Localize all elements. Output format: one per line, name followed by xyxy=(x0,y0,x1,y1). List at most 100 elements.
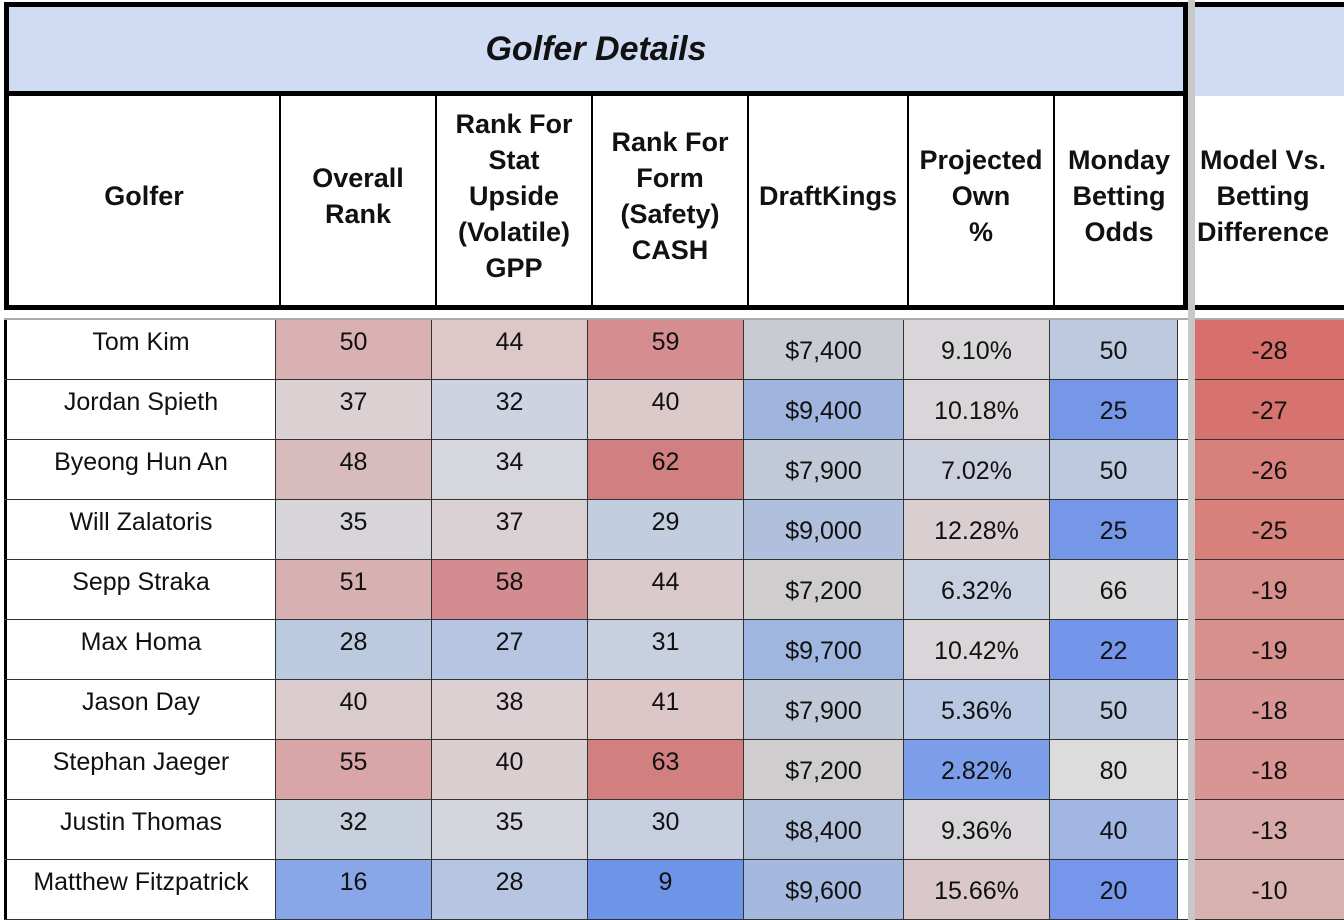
cell-draftkings[interactable]: $9,400 xyxy=(744,380,904,439)
table-row[interactable]: Tom Kim 50 44 59 $7,400 9.10% 50 xyxy=(4,320,1188,380)
cell-overall-rank[interactable]: 50 xyxy=(276,320,432,379)
cell-stat-upside[interactable]: 32 xyxy=(432,380,588,439)
cell-draftkings[interactable]: $8,400 xyxy=(744,800,904,859)
cell-projected-own[interactable]: 10.42% xyxy=(904,620,1050,679)
cell-model-vs-betting[interactable]: -18 xyxy=(1195,680,1344,740)
table-row[interactable]: Stephan Jaeger 55 40 63 $7,200 2.82% 80 xyxy=(4,740,1188,800)
table-row[interactable]: Justin Thomas 32 35 30 $8,400 9.36% 40 xyxy=(4,800,1188,860)
cell-form-safety[interactable]: 62 xyxy=(588,440,744,499)
cell-overall-rank[interactable]: 35 xyxy=(276,500,432,559)
cell-golfer[interactable]: Max Homa xyxy=(4,620,276,679)
cell-model-vs-betting[interactable]: -28 xyxy=(1195,320,1344,380)
header-form-safety[interactable]: Rank For Form (Safety) CASH xyxy=(593,96,749,305)
cell-model-vs-betting[interactable]: -10 xyxy=(1195,860,1344,920)
cell-draftkings[interactable]: $9,700 xyxy=(744,620,904,679)
cell-projected-own[interactable]: 9.10% xyxy=(904,320,1050,379)
cell-monday-odds[interactable]: 50 xyxy=(1050,680,1178,739)
cell-monday-odds[interactable]: 25 xyxy=(1050,500,1178,559)
cell-projected-own[interactable]: 6.32% xyxy=(904,560,1050,619)
cell-overall-rank[interactable]: 40 xyxy=(276,680,432,739)
cell-projected-own[interactable]: 5.36% xyxy=(904,680,1050,739)
header-monday-odds[interactable]: Monday Betting Odds xyxy=(1055,96,1183,305)
cell-monday-odds[interactable]: 80 xyxy=(1050,740,1178,799)
cell-projected-own[interactable]: 7.02% xyxy=(904,440,1050,499)
table-row[interactable]: Will Zalatoris 35 37 29 $9,000 12.28% 25 xyxy=(4,500,1188,560)
cell-golfer[interactable]: Tom Kim xyxy=(4,320,276,379)
header-overall-rank[interactable]: Overall Rank xyxy=(281,96,437,305)
table-row[interactable]: Jason Day 40 38 41 $7,900 5.36% 50 xyxy=(4,680,1188,740)
cell-model-vs-betting[interactable]: -26 xyxy=(1195,440,1344,500)
cell-golfer[interactable]: Matthew Fitzpatrick xyxy=(4,860,276,919)
cell-stat-upside[interactable]: 38 xyxy=(432,680,588,739)
cell-overall-rank[interactable]: 51 xyxy=(276,560,432,619)
cell-monday-odds[interactable]: 66 xyxy=(1050,560,1178,619)
table-row[interactable]: Sepp Straka 51 58 44 $7,200 6.32% 66 xyxy=(4,560,1188,620)
cell-form-safety[interactable]: 29 xyxy=(588,500,744,559)
header-stat-upside[interactable]: Rank For Stat Upside (Volatile) GPP xyxy=(437,96,593,305)
cell-overall-rank[interactable]: 28 xyxy=(276,620,432,679)
cell-projected-own[interactable]: 2.82% xyxy=(904,740,1050,799)
header-model-vs-betting-label: Model Vs. Betting Difference xyxy=(1197,144,1330,247)
cell-draftkings[interactable]: $7,900 xyxy=(744,680,904,739)
cell-monday-odds[interactable]: 50 xyxy=(1050,320,1178,379)
cell-monday-odds[interactable]: 22 xyxy=(1050,620,1178,679)
header-golfer[interactable]: Golfer xyxy=(9,96,281,305)
frozen-column-divider[interactable] xyxy=(1188,0,1195,920)
cell-form-safety[interactable]: 41 xyxy=(588,680,744,739)
cell-projected-own[interactable]: 12.28% xyxy=(904,500,1050,559)
cell-draftkings[interactable]: $7,200 xyxy=(744,740,904,799)
cell-golfer[interactable]: Justin Thomas xyxy=(4,800,276,859)
cell-model-vs-betting[interactable]: -13 xyxy=(1195,800,1344,860)
cell-stat-upside[interactable]: 44 xyxy=(432,320,588,379)
cell-overall-rank[interactable]: 16 xyxy=(276,860,432,919)
cell-form-safety[interactable]: 44 xyxy=(588,560,744,619)
cell-overall-rank[interactable]: 32 xyxy=(276,800,432,859)
cell-model-vs-betting[interactable]: -19 xyxy=(1195,560,1344,620)
cell-form-safety[interactable]: 59 xyxy=(588,320,744,379)
cell-form-safety[interactable]: 40 xyxy=(588,380,744,439)
cell-stat-upside[interactable]: 28 xyxy=(432,860,588,919)
cell-golfer[interactable]: Jason Day xyxy=(4,680,276,739)
cell-overall-rank[interactable]: 48 xyxy=(276,440,432,499)
cell-form-safety[interactable]: 31 xyxy=(588,620,744,679)
cell-model-vs-betting[interactable]: -27 xyxy=(1195,380,1344,440)
cell-stat-upside[interactable]: 40 xyxy=(432,740,588,799)
table-row[interactable]: Matthew Fitzpatrick 16 28 9 $9,600 15.66% 20 xyxy=(4,860,1188,920)
cell-draftkings[interactable]: $7,900 xyxy=(744,440,904,499)
cell-projected-own[interactable]: 15.66% xyxy=(904,860,1050,919)
cell-model-vs-betting[interactable]: -18 xyxy=(1195,740,1344,800)
cell-stat-upside[interactable]: 37 xyxy=(432,500,588,559)
header-draftkings[interactable]: DraftKings xyxy=(749,96,909,305)
cell-overall-rank[interactable]: 55 xyxy=(276,740,432,799)
cell-stat-upside[interactable]: 35 xyxy=(432,800,588,859)
cell-model-vs-betting[interactable]: -19 xyxy=(1195,620,1344,680)
cell-golfer[interactable]: Will Zalatoris xyxy=(4,500,276,559)
cell-monday-odds[interactable]: 25 xyxy=(1050,380,1178,439)
header-model-vs-betting[interactable]: Model Vs. Betting Difference xyxy=(1195,96,1344,310)
cell-monday-odds[interactable]: 50 xyxy=(1050,440,1178,499)
header-projected-own[interactable]: Projected Own % xyxy=(909,96,1055,305)
table-row[interactable]: Byeong Hun An 48 34 62 $7,900 7.02% 50 xyxy=(4,440,1188,500)
cell-monday-odds[interactable]: 40 xyxy=(1050,800,1178,859)
table-row[interactable]: Jordan Spieth 37 32 40 $9,400 10.18% 25 xyxy=(4,380,1188,440)
cell-golfer[interactable]: Sepp Straka xyxy=(4,560,276,619)
cell-projected-own[interactable]: 10.18% xyxy=(904,380,1050,439)
cell-golfer[interactable]: Byeong Hun An xyxy=(4,440,276,499)
cell-form-safety[interactable]: 63 xyxy=(588,740,744,799)
cell-projected-own[interactable]: 9.36% xyxy=(904,800,1050,859)
cell-golfer[interactable]: Stephan Jaeger xyxy=(4,740,276,799)
cell-draftkings[interactable]: $9,000 xyxy=(744,500,904,559)
cell-draftkings[interactable]: $9,600 xyxy=(744,860,904,919)
cell-draftkings[interactable]: $7,400 xyxy=(744,320,904,379)
cell-stat-upside[interactable]: 58 xyxy=(432,560,588,619)
cell-draftkings[interactable]: $7,200 xyxy=(744,560,904,619)
cell-stat-upside[interactable]: 34 xyxy=(432,440,588,499)
cell-form-safety[interactable]: 30 xyxy=(588,800,744,859)
cell-monday-odds[interactable]: 20 xyxy=(1050,860,1178,919)
table-row[interactable]: Max Homa 28 27 31 $9,700 10.42% 22 xyxy=(4,620,1188,680)
cell-stat-upside[interactable]: 27 xyxy=(432,620,588,679)
cell-form-safety[interactable]: 9 xyxy=(588,860,744,919)
cell-model-vs-betting[interactable]: -25 xyxy=(1195,500,1344,560)
cell-overall-rank[interactable]: 37 xyxy=(276,380,432,439)
cell-golfer[interactable]: Jordan Spieth xyxy=(4,380,276,439)
